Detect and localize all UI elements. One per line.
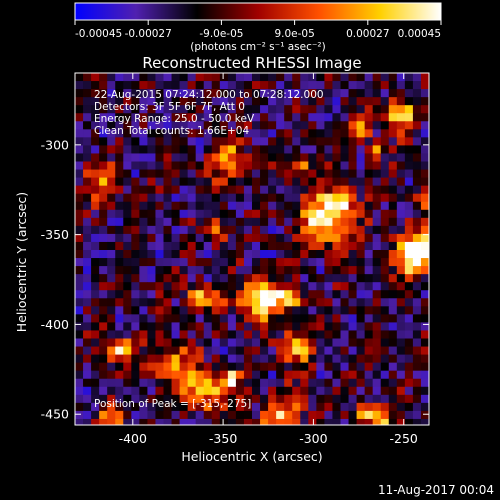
y-tick-label: -450 [41,407,69,422]
annotation-block: 22-Aug-2015 07:24:12.000 to 07:28:12.000… [94,89,324,410]
y-axis-label: Heliocentric Y (arcsec) [14,192,29,332]
annotation-clean-counts: Clean Total counts: 1.66E+04 [94,125,249,137]
y-tick-label: -350 [41,227,69,242]
annotation-time-range: 22-Aug-2015 07:24:12.000 to 07:28:12.000 [94,89,324,101]
heatmap-cells [75,73,429,425]
y-tick-label: -300 [41,137,69,152]
annotation-energy-range: Energy Range: 25.0 - 50.0 keV [94,113,255,125]
y-tick-label: -400 [41,317,69,332]
chart-title: Reconstructed RHESSI Image [142,54,361,72]
annotation-detectors: Detectors: 3F 5F 6F 7F, Att 0 [94,101,245,113]
colorbar-units: (photons cm⁻² s⁻¹ asec⁻²) [190,41,325,53]
x-tick-label: -350 [209,431,237,446]
y-axis-ticks: -300 -350 -400 -450 [41,137,429,422]
x-axis-ticks: -400 -350 -300 -250 [119,73,418,446]
colorbar-tick-label: 0.00045 [398,28,441,40]
peak-position-label: Position of Peak = [-315,-275] [94,398,251,410]
x-tick-label: -250 [390,431,418,446]
colorbar-tick-label: -0.00027 [125,28,172,40]
colorbar-tick-label: -9.0e-05 [199,28,243,40]
colorbar-tick-label: -0.00045 [75,28,122,40]
plot-frame [74,72,430,426]
x-axis-label: Heliocentric X (arcsec) [181,449,322,464]
colorbar-tick-label: 9.0e-05 [274,28,314,40]
colorbar-tick-label: 0.00027 [346,28,389,40]
heatmap-plot-area [75,73,429,425]
footer-timestamp: 11-Aug-2017 00:04 [378,483,494,497]
colorbar-gradient [75,3,441,20]
colorbar-ticks: -0.00045 -0.00027 -9.0e-05 9.0e-05 0.00027 0.… [74,20,442,40]
colorbar: -0.00045 -0.00027 -9.0e-05 9.0e-05 0.00027 0.… [74,2,442,53]
x-tick-label: -400 [119,431,147,446]
x-tick-label: -300 [299,431,327,446]
